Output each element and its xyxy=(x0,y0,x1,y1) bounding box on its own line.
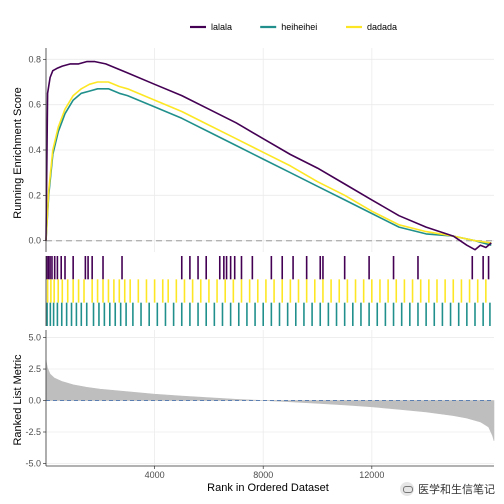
es-y-ticks: 0.0 0.2 0.4 0.6 0.8 xyxy=(28,48,47,252)
legend-entry-dadada: dadada xyxy=(346,22,397,32)
x-axis-title: Rank in Ordered Dataset xyxy=(207,482,329,494)
metric-y-ticks: 5.0 2.5 0.0 -2.5 -5.0 xyxy=(25,330,47,468)
metric-ytick-label-5.0: 5.0 xyxy=(28,333,41,343)
es-y-axis-title: Running Enrichment Score xyxy=(12,87,24,218)
wechat-icon xyxy=(400,482,414,496)
gene-hit-barcode-panel xyxy=(45,256,491,326)
es-ytick-label-0.4: 0.4 xyxy=(28,145,41,155)
legend-label-heiheihei: heiheihei xyxy=(281,22,317,32)
xtick-label-12000: 12000 xyxy=(359,470,384,480)
hit-row-dadada xyxy=(46,279,487,303)
es-ytick-label-0.8: 0.8 xyxy=(28,54,41,64)
es-gridlines xyxy=(46,48,494,252)
metric-ytick-label--5.0: -5.0 xyxy=(25,458,41,468)
metric-ytick-label-2.5: 2.5 xyxy=(28,364,41,374)
legend-entry-lalala: lalala xyxy=(190,22,232,32)
metric-ytick-label--2.5: -2.5 xyxy=(25,427,41,437)
metric-area xyxy=(45,360,495,441)
metric-y-axis-title: Ranked List Metric xyxy=(12,354,24,446)
xtick-label-4000: 4000 xyxy=(145,470,165,480)
metric-x-ticks: 4000 8000 12000 xyxy=(46,465,494,480)
hit-row-heiheihei xyxy=(46,302,491,326)
es-ytick-label-0.6: 0.6 xyxy=(28,100,41,110)
es-line-lalala xyxy=(45,60,492,251)
es-line-dadada xyxy=(45,81,492,244)
hit-row-lalala xyxy=(46,256,490,280)
es-ytick-label-0.0: 0.0 xyxy=(28,236,41,246)
metric-ytick-label-0.0: 0.0 xyxy=(28,396,41,406)
es-line-heiheihei xyxy=(45,88,492,246)
watermark: 医学和生信笔记 xyxy=(397,480,498,498)
ranked-list-metric-panel: 5.0 2.5 0.0 -2.5 -5.0 4000 8000 12000 xyxy=(25,330,495,480)
es-series-lines xyxy=(45,60,494,251)
watermark-text: 医学和生信笔记 xyxy=(418,483,495,496)
legend-entry-heiheihei: heiheihei xyxy=(260,22,317,32)
es-ytick-label-0.2: 0.2 xyxy=(28,190,41,200)
legend-label-lalala: lalala xyxy=(211,22,232,32)
legend-label-dadada: dadada xyxy=(367,22,397,32)
legend: lalala heiheihei dadada xyxy=(190,22,397,32)
running-enrichment-score-panel: 0.0 0.2 0.4 0.6 0.8 xyxy=(28,48,494,252)
xtick-label-8000: 8000 xyxy=(253,470,273,480)
